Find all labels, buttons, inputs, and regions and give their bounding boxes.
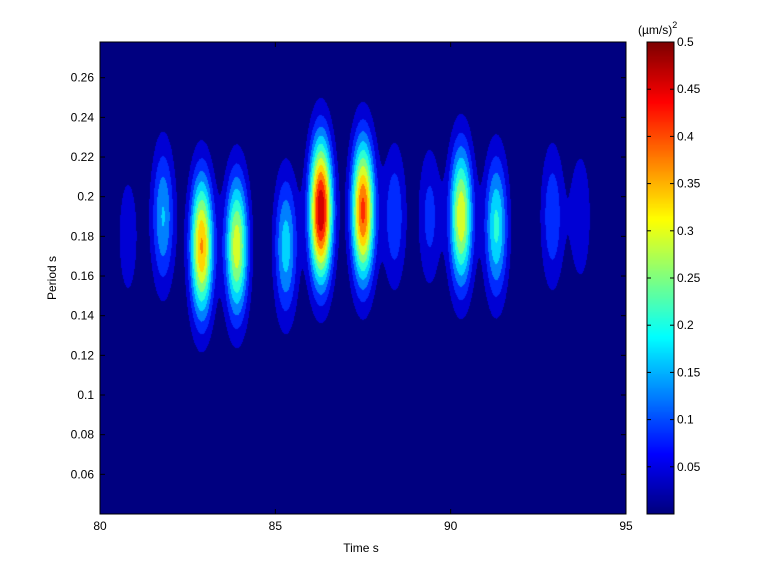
colorbar-tick-label: 0.25	[677, 271, 701, 285]
y-axis-label: Period s	[45, 256, 59, 300]
colorbar-tick-label: 0.5	[677, 35, 694, 49]
x-tick-label: 85	[269, 519, 283, 533]
colorbar-tick-label: 0.3	[677, 224, 694, 238]
y-tick-label: 0.06	[71, 467, 95, 481]
y-tick-label: 0.16	[71, 269, 95, 283]
x-axis-ticks: 80 85 90 95	[93, 42, 633, 533]
colorbar-unit-exponent: 2	[672, 20, 677, 30]
y-tick-label: 0.26	[71, 71, 95, 85]
colorbar: 0.05 0.1 0.15 0.2 0.25 0.3 0.35 0.4 0.45 0.5 (µm/…	[638, 20, 701, 515]
y-tick-label: 0.22	[71, 150, 95, 164]
x-tick-label: 80	[93, 519, 107, 533]
colorbar-tick-label: 0.15	[677, 365, 701, 379]
colorbar-tick-label: 0.35	[677, 177, 701, 191]
colorbar-gradient	[647, 42, 674, 514]
x-axis-label: Time s	[343, 541, 379, 555]
plot-frame	[99, 41, 627, 515]
y-tick-label: 0.18	[71, 229, 95, 243]
colorbar-tick-label: 0.2	[677, 318, 694, 332]
x-tick-label: 95	[619, 519, 633, 533]
colorbar-ticks: 0.05 0.1 0.15 0.2 0.25 0.3 0.35 0.4 0.45 0.5	[647, 35, 701, 474]
colorbar-tick-label: 0.45	[677, 82, 701, 96]
y-tick-label: 0.1	[77, 388, 94, 402]
colorbar-tick-label: 0.05	[677, 460, 701, 474]
y-axis-ticks: 0.06 0.08 0.1 0.12 0.14 0.16 0.18 0.2 0.22 0.24 0.…	[71, 71, 626, 481]
y-tick-label: 0.2	[77, 190, 94, 204]
y-tick-label: 0.24	[71, 110, 95, 124]
colorbar-unit: (µm/s)2	[638, 20, 677, 37]
colorbar-tick-label: 0.4	[677, 129, 694, 143]
x-tick-label: 90	[444, 519, 458, 533]
heatmap-image	[100, 42, 626, 514]
heatmap-plot: 80 85 90 95 0.060.080.10.120.140.160.180.20…	[45, 41, 633, 555]
y-tick-label: 0.08	[71, 428, 95, 442]
colorbar-unit-base: (µm/s)	[638, 23, 672, 37]
y-tick-label: 0.12	[71, 348, 95, 362]
colorbar-tick-label: 0.1	[677, 413, 694, 427]
y-tick-label: 0.14	[71, 309, 95, 323]
